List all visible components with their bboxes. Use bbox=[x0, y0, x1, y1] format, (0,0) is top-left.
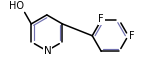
Text: F: F bbox=[98, 14, 104, 24]
Text: N: N bbox=[44, 46, 52, 56]
Text: HO: HO bbox=[9, 1, 24, 11]
Text: F: F bbox=[129, 31, 135, 41]
